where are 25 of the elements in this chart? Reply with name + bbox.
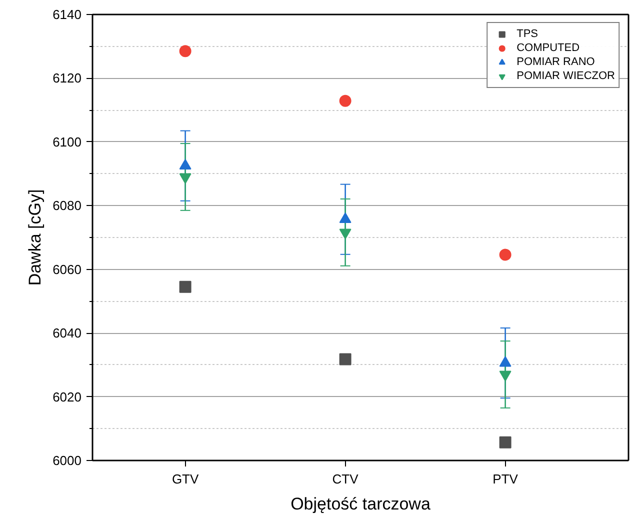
y-tick-label: 6100 <box>52 134 82 150</box>
legend-label: COMPUTED <box>516 41 580 55</box>
point <box>499 436 512 448</box>
y-axis-title: Dawka [cGy] <box>26 189 45 286</box>
y-tick-label: 6080 <box>52 198 82 214</box>
legend-label: TPS <box>516 27 538 41</box>
y-tick-label: 6060 <box>52 262 82 277</box>
point <box>499 248 512 261</box>
x-axis-title: Objętość tarczowa <box>290 494 431 514</box>
point <box>179 280 192 293</box>
x-tick-label: PTV <box>492 472 518 486</box>
point <box>179 45 192 58</box>
y-tick-label: 6020 <box>52 389 82 404</box>
legend-label: POMIAR WIECZOR <box>516 69 615 83</box>
x-tick-label: GTV <box>172 472 199 486</box>
y-tick-label: 6000 <box>52 453 82 468</box>
y-tick-label: 6140 <box>52 7 82 22</box>
legend-label: POMIAR RANO <box>516 55 595 69</box>
y-tick-label: 6120 <box>52 70 82 86</box>
point <box>499 356 512 367</box>
point <box>339 94 352 107</box>
point <box>339 353 352 366</box>
y-tick-label: 6040 <box>52 326 82 341</box>
x-tick-label: CTV <box>332 472 359 486</box>
point <box>339 212 352 224</box>
